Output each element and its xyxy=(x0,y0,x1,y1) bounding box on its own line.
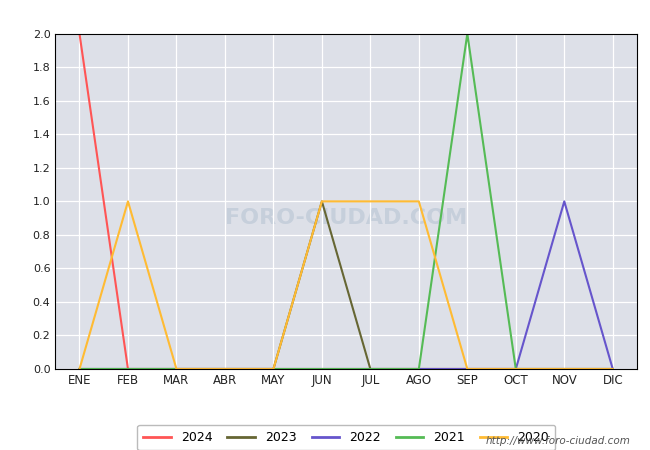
Legend: 2024, 2023, 2022, 2021, 2020: 2024, 2023, 2022, 2021, 2020 xyxy=(137,425,555,450)
Text: FORO-CIUDAD.COM: FORO-CIUDAD.COM xyxy=(225,208,467,228)
Text: Matriculaciones de Vehiculos en Salobral: Matriculaciones de Vehiculos en Salobral xyxy=(155,8,495,26)
Text: http://www.foro-ciudad.com: http://www.foro-ciudad.com xyxy=(486,436,630,446)
